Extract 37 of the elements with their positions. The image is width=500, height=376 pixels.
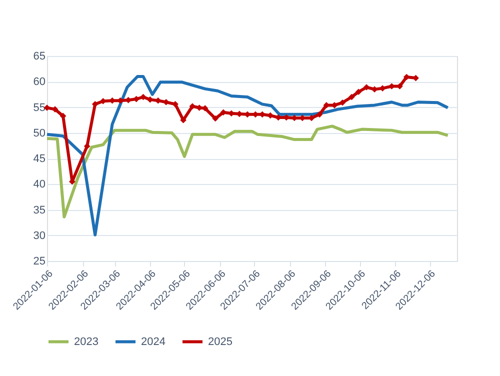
point <box>212 115 219 122</box>
point <box>133 96 140 102</box>
line-series <box>46 124 450 218</box>
point <box>109 97 116 104</box>
y-tick-label: 60 <box>33 76 46 88</box>
point <box>140 94 146 100</box>
y-tick-label: 30 <box>33 230 46 242</box>
point <box>412 74 419 82</box>
point <box>154 97 162 104</box>
point <box>162 98 170 106</box>
y-tick-label: 40 <box>33 178 46 191</box>
y-tick-label: 55 <box>33 102 46 114</box>
y-tick-label: 65 <box>33 50 46 62</box>
point <box>84 143 90 150</box>
point <box>180 116 186 124</box>
y-tick-label: 25 <box>33 256 46 268</box>
point <box>267 112 274 119</box>
point <box>259 111 266 118</box>
legend-label: 2024 <box>141 336 166 348</box>
point <box>125 96 132 104</box>
point <box>316 111 323 118</box>
point <box>52 106 58 112</box>
point <box>339 99 346 106</box>
y-tick-label: 45 <box>33 153 46 165</box>
point <box>92 101 98 108</box>
line-series <box>46 75 450 236</box>
point <box>355 88 362 96</box>
point <box>363 84 370 90</box>
point <box>403 74 410 80</box>
point <box>189 103 196 110</box>
point <box>379 85 386 92</box>
point <box>348 94 355 100</box>
point <box>146 96 154 103</box>
y-tick-label: 35 <box>33 204 46 216</box>
y-tick-label: 50 <box>33 127 46 140</box>
legend-label: 2025 <box>208 336 232 348</box>
legend-label: 2023 <box>74 336 98 348</box>
